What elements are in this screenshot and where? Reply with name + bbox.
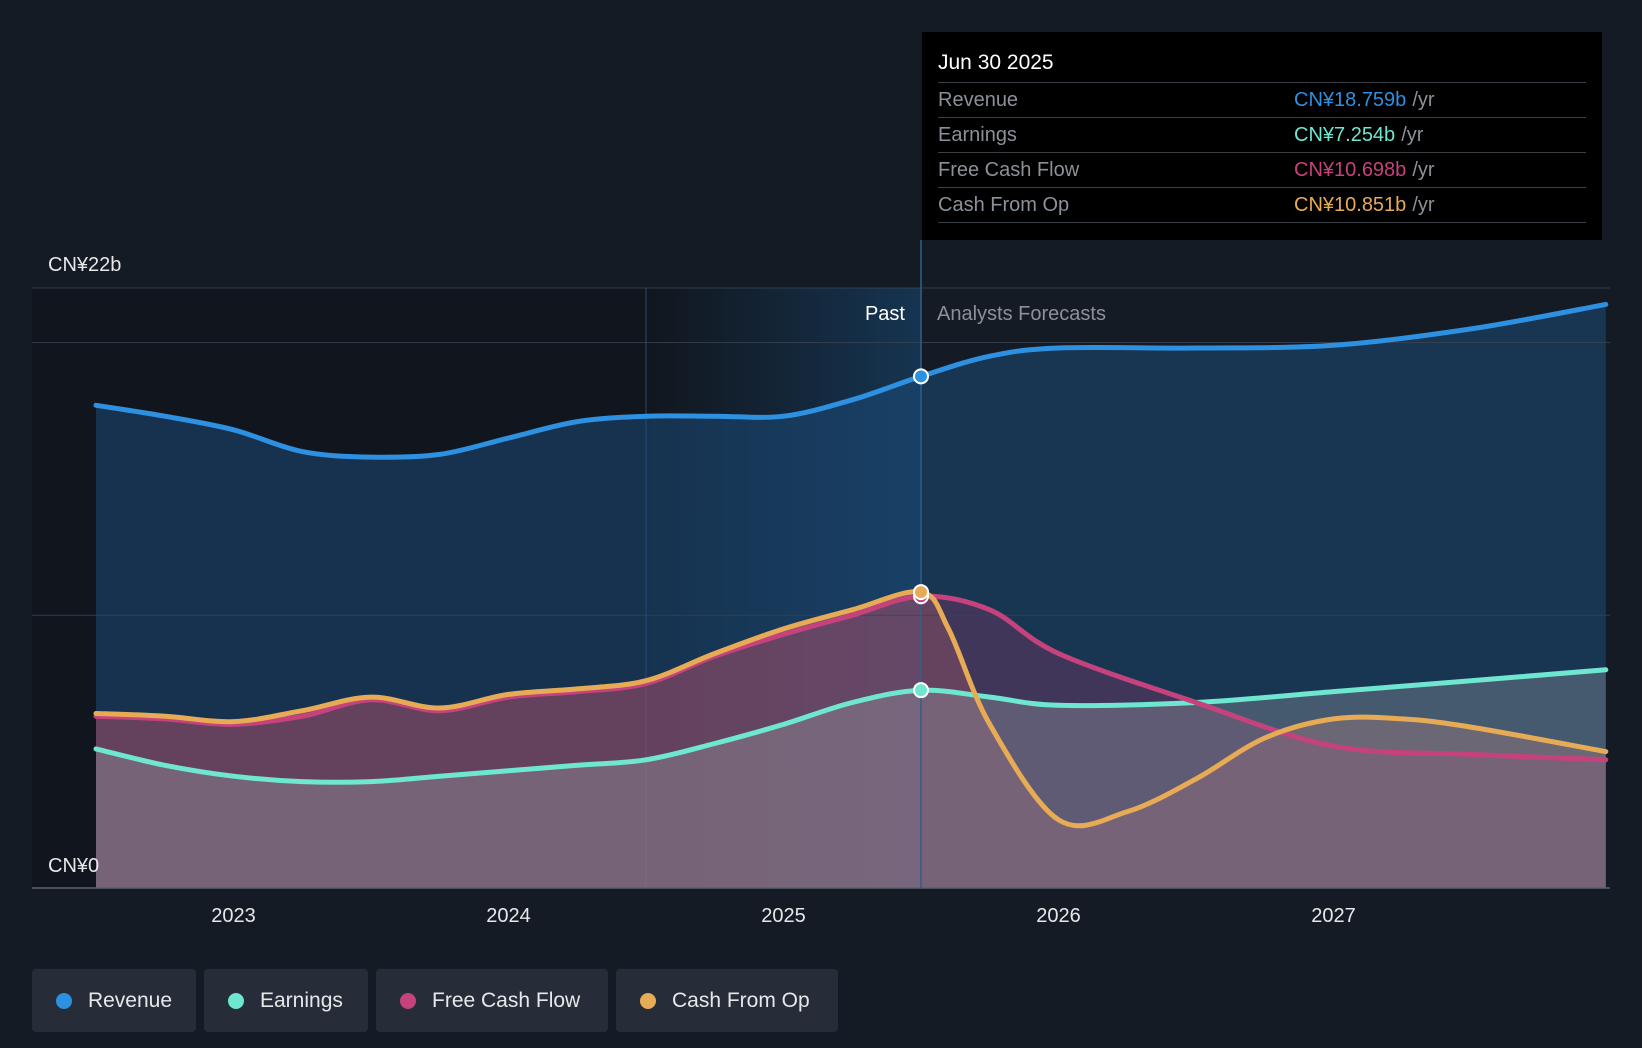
earnings-line [93,667,1609,785]
tooltip-date: Jun 30 2025 [938,46,1586,83]
tooltip-row-cfo: Cash From Op CN¥10.851b /yr [938,188,1586,223]
legend-item-revenue[interactable]: Revenue [32,969,196,1032]
tooltip-unit: /yr [1412,194,1435,216]
revenue-dot-icon [56,992,72,1009]
tooltip-row-fcf: Free Cash Flow CN¥10.698b /yr [938,153,1586,188]
tooltip-label: Earnings [938,124,1017,146]
cfo-area [96,591,1606,888]
legend-item-free-cash-flow[interactable]: Free Cash Flow [376,969,608,1032]
tooltip-row-earnings: Earnings CN¥7.254b /yr [938,118,1586,153]
earnings-area [96,669,1606,888]
fcf-line [93,593,1609,763]
y-bottom-label: CN¥0 [48,855,99,877]
y-top-label: CN¥22b [48,254,121,276]
tooltip-label: Cash From Op [938,194,1070,216]
tooltip-unit: /yr [1401,124,1424,146]
tooltip-label: Free Cash Flow [938,159,1080,181]
fcf-area [96,596,1606,888]
tooltip-row-revenue: Revenue CN¥18.759b /yr [938,83,1586,118]
legend-label: Earnings [260,988,343,1012]
legend-label: Free Cash Flow [432,988,581,1012]
free-cash-flow-dot-icon [400,992,416,1009]
legend-label: Revenue [87,988,172,1012]
cash-from-op-dot-icon [640,992,656,1009]
past-label: Past [865,303,905,325]
cfo-line [93,589,1609,829]
tooltip-value: CN¥7.254b [1294,124,1396,146]
revenue-area [96,304,1606,888]
tooltip: Jun 30 2025 Revenue CN¥18.759b /yr Earni… [922,32,1602,240]
x-tick-label: 2026 [1036,905,1081,927]
forecast-label: Analysts Forecasts [937,303,1106,325]
legend-item-earnings[interactable]: Earnings [204,969,368,1032]
x-tick-label: 2023 [211,905,256,927]
revenue-line [93,301,1609,460]
x-tick-label: 2027 [1311,905,1356,927]
tooltip-value: CN¥10.698b [1294,159,1407,181]
tooltip-label: Revenue [938,89,1019,111]
legend: Revenue Earnings Free Cash Flow Cash Fro… [32,969,838,1032]
earnings-marker [913,682,929,699]
legend-label: Cash From Op [672,988,810,1012]
chart: 2023 2024 2025 2026 2027 CN¥22b CN¥0 Past Analys… [32,240,1610,927]
tooltip-unit: /yr [1412,159,1435,181]
tooltip-value: CN¥10.851b [1294,194,1407,216]
tooltip-unit: /yr [1412,89,1435,111]
revenue-marker [913,368,929,385]
x-tick-label: 2024 [486,905,531,927]
legend-item-cash-from-op[interactable]: Cash From Op [616,969,838,1032]
x-tick-label: 2025 [761,905,806,927]
earnings-dot-icon [228,992,244,1009]
cfo-marker [913,584,929,601]
tooltip-value: CN¥18.759b [1294,89,1407,111]
